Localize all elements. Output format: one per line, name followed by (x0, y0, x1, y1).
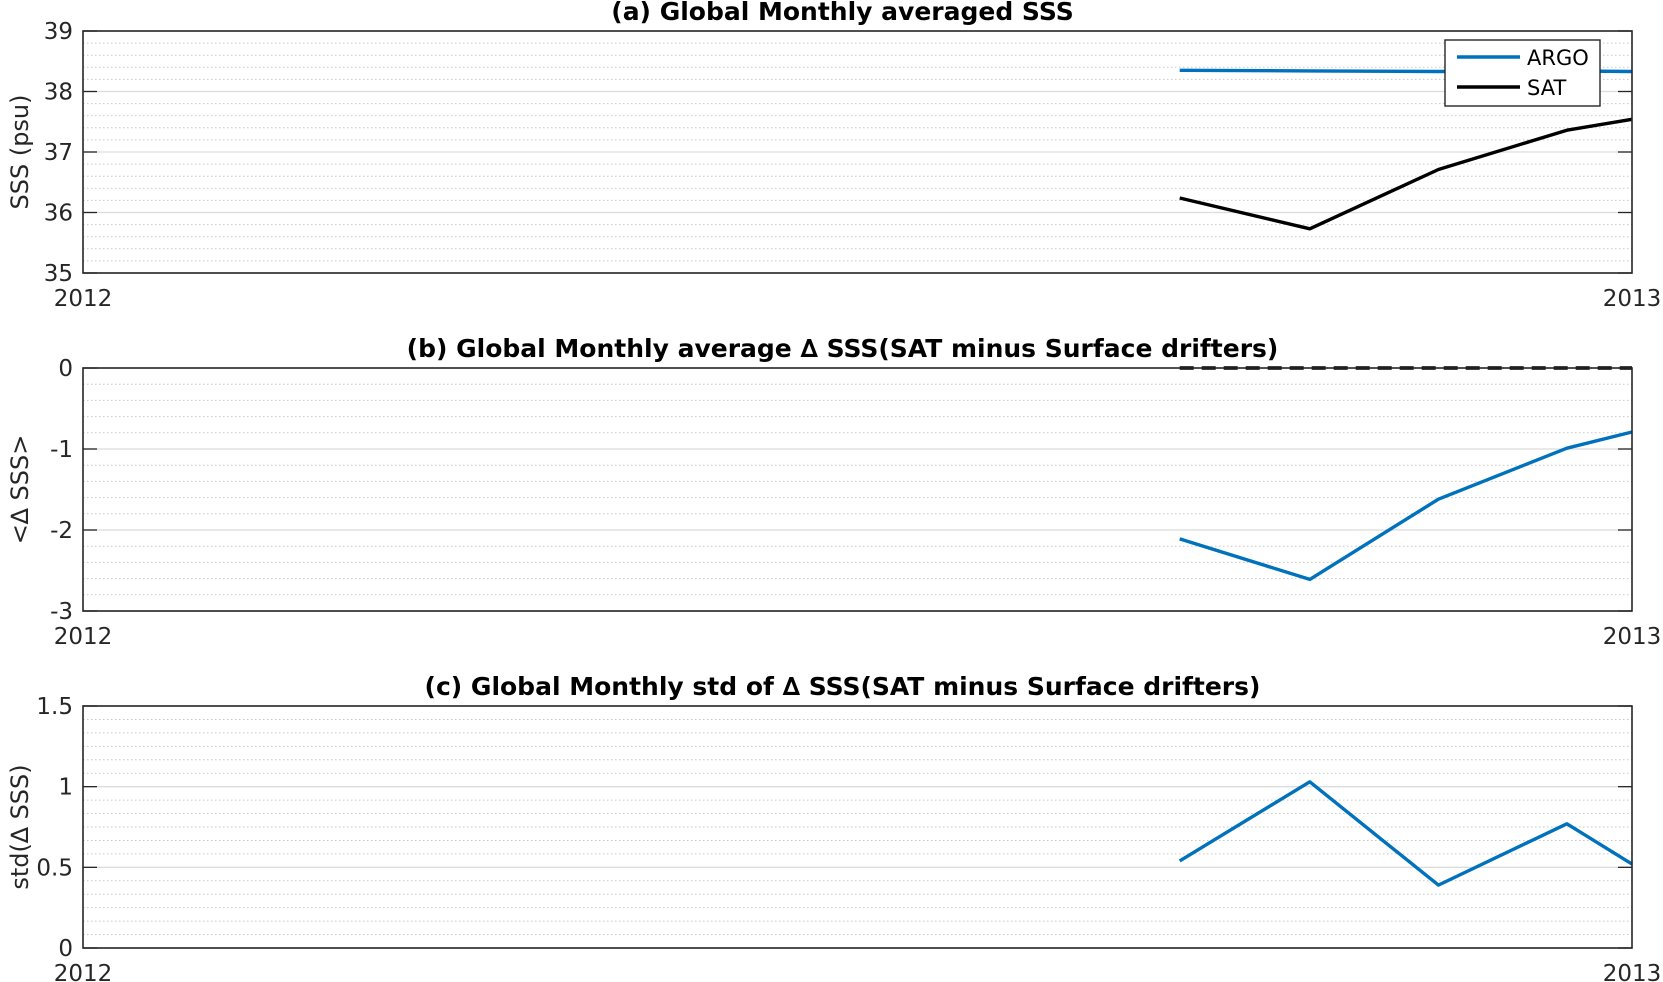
y-tick-label: 1 (58, 775, 73, 801)
y-tick-label: 0 (58, 356, 73, 382)
series-line (1178, 780, 1633, 887)
legend-label-sat: SAT (1527, 76, 1566, 100)
y-tick-label: 35 (44, 261, 73, 287)
y-tick-label: 39 (44, 19, 73, 45)
chart-panel-a: 35 36 37 38 39 2012 2013 (a) Global Monthly ave… (6, 0, 1661, 312)
legend-box (1444, 39, 1601, 107)
x-tick-label: 2012 (54, 961, 113, 982)
chart-panel-b: -3 -2 -1 0 2012 2013 (b) Global Monthly averag… (6, 334, 1661, 650)
y-tick-label: 38 (44, 80, 73, 106)
x-tick-label: 2013 (1603, 624, 1662, 650)
y-tick-label: 1.5 (36, 694, 73, 720)
series-line (1179, 430, 1633, 582)
chart-title: (b) Global Monthly average ∆ SSS(SAT min… (407, 334, 1279, 363)
y-tick-label: -1 (50, 437, 73, 463)
y-axis-label: std(∆ SSS) (6, 764, 34, 889)
y-axis-label: SSS (psu) (6, 94, 34, 209)
legend: ARGO SAT (1444, 39, 1601, 107)
axes-box (82, 367, 1633, 612)
y-tick-label: 0 (58, 936, 73, 962)
y-tick-label: 36 (44, 201, 73, 227)
x-tick-label: 2012 (54, 286, 113, 312)
series-line-sat (1179, 117, 1633, 231)
x-tick-label: 2013 (1603, 961, 1662, 982)
chart-panel-c: 0 0.5 1 1.5 2012 2013 (c) Global Monthly std o… (6, 672, 1661, 982)
x-tick-label: 2012 (54, 624, 113, 650)
chart-title: (c) Global Monthly std of ∆ SSS(SAT minu… (425, 672, 1261, 701)
x-tick-label: 2013 (1603, 286, 1662, 312)
legend-label-argo: ARGO (1527, 46, 1589, 70)
y-tick-label: 0.5 (36, 855, 73, 881)
chart-title: (a) Global Monthly averaged SSS (611, 0, 1073, 26)
y-tick-label: -3 (50, 599, 73, 625)
axes-box (82, 705, 1633, 949)
y-tick-label: 37 (44, 140, 73, 166)
y-axis-label: <∆ SSS> (6, 435, 34, 545)
y-tick-label: -2 (50, 518, 73, 544)
